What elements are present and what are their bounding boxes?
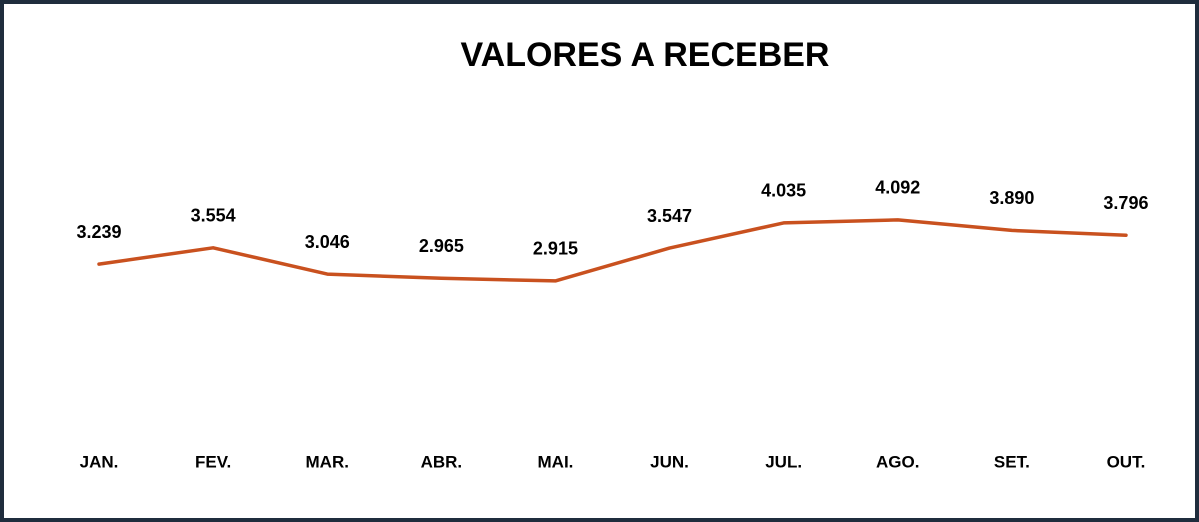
x-tick-label: ABR. (421, 452, 463, 471)
data-line (97, 218, 1128, 283)
x-tick-label: FEV. (195, 452, 231, 471)
x-tick-label: JUL. (765, 452, 802, 471)
data-label: 2.915 (533, 239, 578, 259)
x-tick-label: SET. (994, 452, 1030, 471)
data-label: 3.239 (77, 222, 122, 242)
data-label: 3.547 (647, 206, 692, 226)
x-tick-label: JUN. (650, 452, 689, 471)
x-tick-label: AGO. (876, 452, 919, 471)
x-tick-label: MAR. (306, 452, 349, 471)
chart-title: VALORES A RECEBER (460, 36, 829, 74)
x-tick-label: OUT. (1107, 452, 1146, 471)
data-label: 3.890 (989, 188, 1034, 208)
data-label: 4.092 (875, 178, 920, 198)
data-label: 4.035 (761, 181, 806, 201)
x-tick-label: JAN. (80, 452, 119, 471)
data-label: 2.965 (419, 236, 464, 256)
data-label: 3.796 (1103, 193, 1148, 213)
data-label: 3.554 (191, 206, 236, 226)
data-label: 3.046 (305, 232, 350, 252)
x-tick-label: MAI. (538, 452, 574, 471)
